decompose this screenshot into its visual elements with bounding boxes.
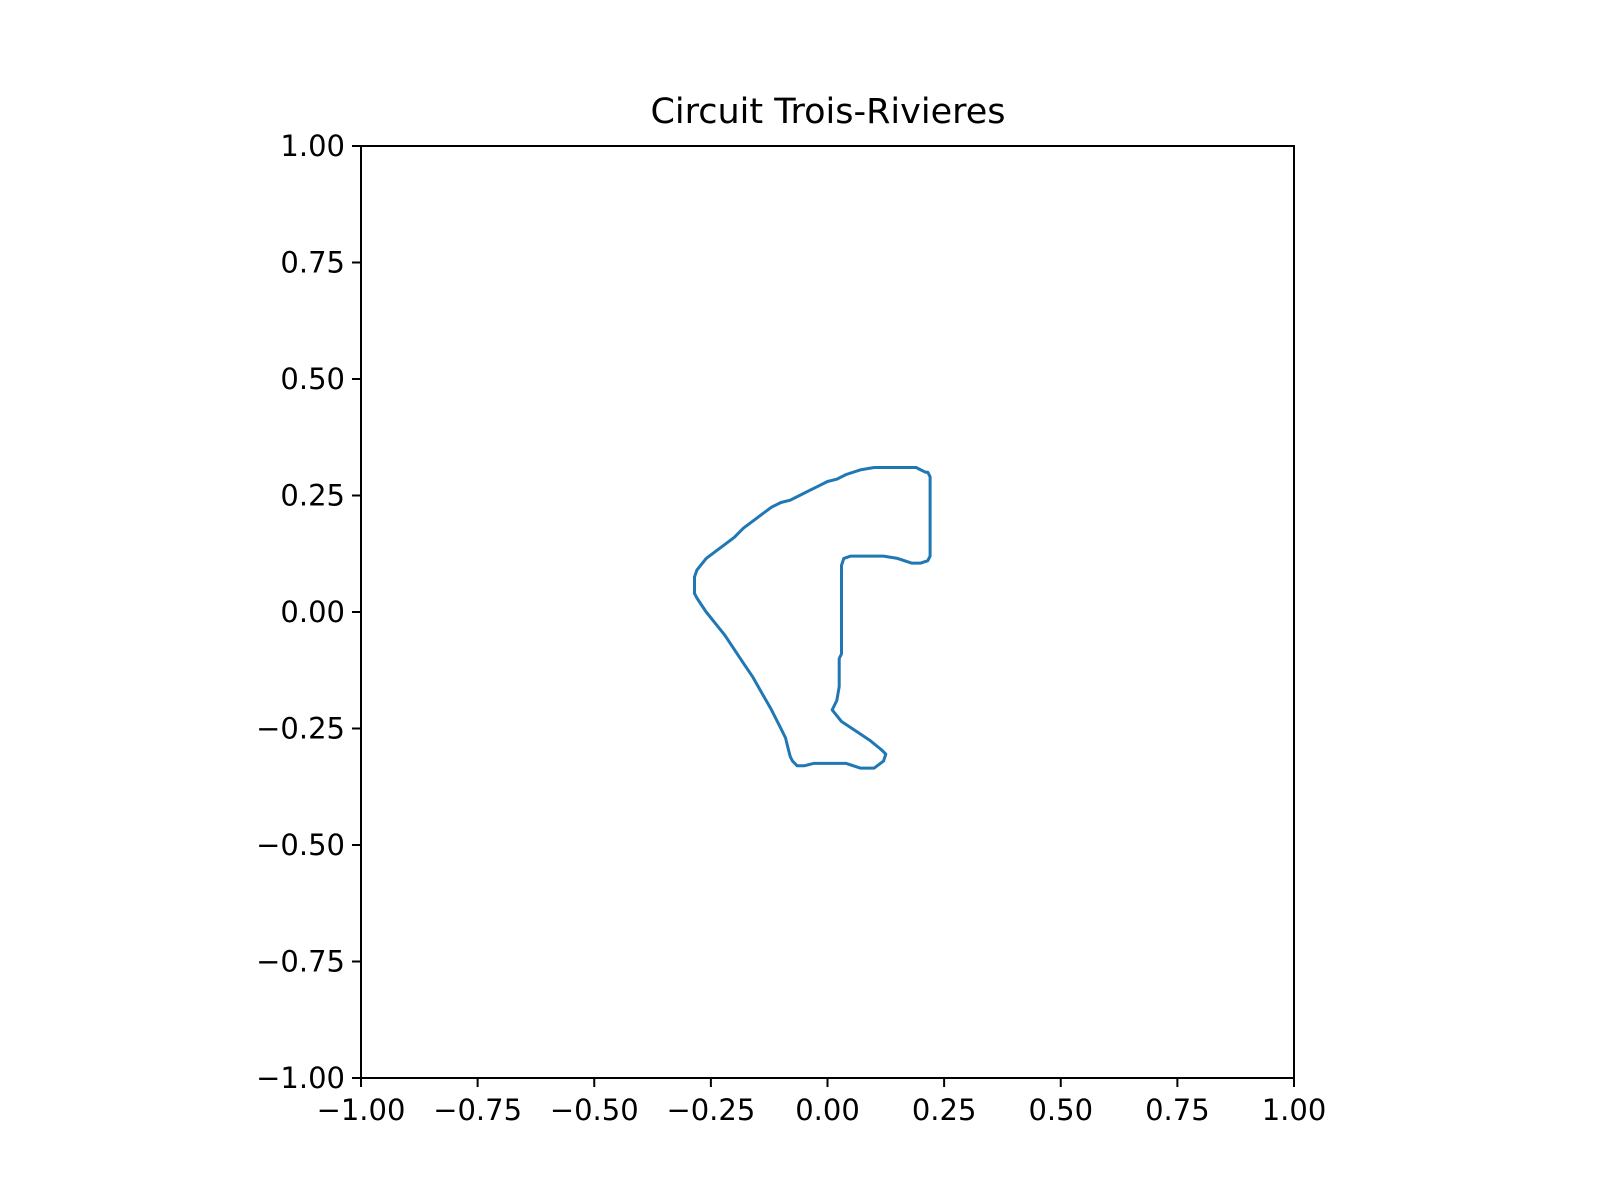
- x-tick-label: −0.75: [433, 1093, 522, 1127]
- y-tick-label: 0.75: [280, 246, 345, 280]
- y-tick-label: −0.50: [256, 828, 345, 862]
- y-tick-label: −0.75: [256, 945, 345, 979]
- x-tick-label: −1.00: [317, 1093, 406, 1127]
- track-outline-line: [693, 466, 932, 770]
- y-tick-label: 0.25: [280, 479, 345, 513]
- x-tick-label: 0.50: [1028, 1093, 1093, 1127]
- x-tick-label: 0.75: [1145, 1093, 1210, 1127]
- y-tick-label: 0.50: [280, 362, 345, 396]
- x-tick-label: −0.25: [666, 1093, 755, 1127]
- y-tick-label: −1.00: [256, 1061, 345, 1095]
- x-tick-label: 0.00: [795, 1093, 860, 1127]
- y-axis-ticks: −1.00 −0.75 −0.50 −0.25 0.00 0.25 0.50 0.75 1.00: [256, 129, 361, 1095]
- y-tick-label: 1.00: [280, 129, 345, 163]
- chart-title: Circuit Trois-Rivieres: [650, 92, 1005, 132]
- y-tick-label: −0.25: [256, 712, 345, 746]
- x-tick-label: 1.00: [1262, 1093, 1327, 1127]
- x-tick-label: −0.50: [550, 1093, 639, 1127]
- x-tick-label: 0.25: [912, 1093, 977, 1127]
- track-series-layer: [693, 466, 932, 770]
- y-tick-label: 0.00: [280, 595, 345, 629]
- x-axis-ticks: −1.00 −0.75 −0.50 −0.25 0.00 0.25 0.50 0.75 1.00: [317, 1078, 1327, 1127]
